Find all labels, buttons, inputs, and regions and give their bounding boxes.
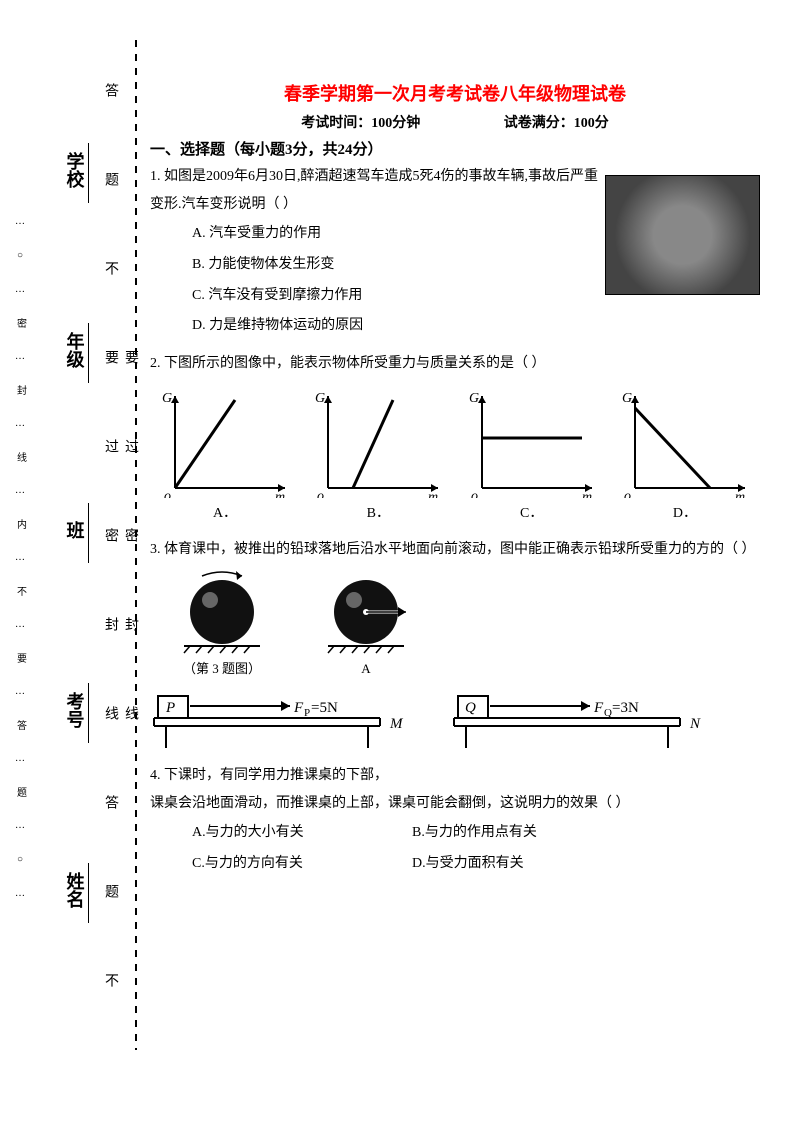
svg-text:Q: Q xyxy=(604,707,612,719)
info-name-label: 姓名 xyxy=(62,872,88,908)
exam-subtitle: 考试时间：100分钟 试卷满分：100分 xyxy=(150,112,760,132)
binding-margin-text: … ○ … 密 … 封 … 线 … 内 … 不 … 要 … 答 … 题 … ○ … xyxy=(15,30,25,1090)
info-examno: 考号 xyxy=(62,677,89,743)
table-p-svg: P FP=5N M xyxy=(150,692,420,752)
svg-text:o: o xyxy=(471,489,478,498)
q2-label-c: C． xyxy=(467,500,597,528)
svg-text:M: M xyxy=(389,716,404,732)
origin-label: o xyxy=(164,489,171,498)
svg-text:=3N: =3N xyxy=(612,700,639,716)
info-line xyxy=(88,683,89,743)
q4-option-c: C.与力的方向有关 xyxy=(192,849,412,880)
student-info-column: 姓名 考号 班 年级 学校 xyxy=(55,80,95,980)
info-grade-label: 年级 xyxy=(62,332,88,368)
question-3: 3. 体育课中，被推出的铅球落地后沿水平地面向前滚动，图中能正确表示铅球所受重力… xyxy=(150,536,760,752)
svg-text:P: P xyxy=(304,707,310,719)
question-4: 4. 下课时，有同学用力推课桌的下部， 课桌会沿地面滑动，而推课桌的上部，课桌可… xyxy=(150,762,760,880)
axis-m-label: m xyxy=(275,490,285,498)
svg-text:m: m xyxy=(735,490,745,498)
graph-c-svg: G m o xyxy=(467,388,597,498)
q2-label-d: D． xyxy=(620,500,750,528)
graph-d-svg: G m o xyxy=(620,388,750,498)
q2-graph-b: G m o B． xyxy=(313,388,443,528)
q3-tables: P FP=5N M Q xyxy=(150,692,760,752)
q3-stem: 3. 体育课中，被推出的铅球落地后沿水平地面向前滚动，图中能正确表示铅球所受重力… xyxy=(150,536,760,564)
info-name: 姓名 xyxy=(62,857,89,923)
q4-options: A.与力的大小有关 B.与力的作用点有关 C.与力的方向有关 D.与受力面积有关 xyxy=(150,818,760,880)
q2-graph-d: G m o D． xyxy=(620,388,750,528)
svg-text:F: F xyxy=(593,700,604,716)
axis-g-label: G xyxy=(162,391,172,406)
exam-content: 春季学期第一次月考考试卷八年级物理试卷 考试时间：100分钟 试卷满分：100分… xyxy=(150,80,760,888)
ball-left-svg xyxy=(180,570,264,654)
svg-text:G: G xyxy=(622,391,632,406)
graph-a-svg: G m o xyxy=(160,388,290,498)
q4-stem-line1: 4. 下课时，有同学用力推课桌的下部， xyxy=(150,762,760,790)
q4-option-b: B.与力的作用点有关 xyxy=(412,818,632,849)
question-2: 2. 下图所示的图像中，能表示物体所受重力与质量关系的是（ ） G m o A． xyxy=(150,350,760,528)
q3-figures: （第 3 题图） A xyxy=(150,570,760,682)
q4-option-a: A.与力的大小有关 xyxy=(192,818,412,849)
svg-text:F: F xyxy=(293,700,304,716)
info-line xyxy=(88,503,89,563)
info-school-label: 学校 xyxy=(62,152,88,188)
q1-stem: 1. 如图是2009年6月30日,醉酒超速驾车造成5死4伤的事故车辆,事故后严重… xyxy=(150,163,760,219)
info-school: 学校 xyxy=(62,137,89,203)
table-q-label: Q xyxy=(465,700,476,716)
info-line xyxy=(88,863,89,923)
ball-a-svg xyxy=(324,570,408,654)
svg-text:o: o xyxy=(624,489,631,498)
q4-option-d: D.与受力面积有关 xyxy=(412,849,632,880)
svg-text:N: N xyxy=(689,716,701,732)
q4-stem-line2: 课桌会沿地面滑动，而推课桌的上部，课桌可能会翻倒，这说明力的效果（ ） xyxy=(150,790,760,818)
table-q-svg: Q FQ=3N N xyxy=(450,692,720,752)
exam-fullscore: 试卷满分：100分 xyxy=(504,116,609,131)
q2-label-a: A． xyxy=(160,500,290,528)
svg-text:G: G xyxy=(469,391,479,406)
q3-label-a: A xyxy=(324,656,408,682)
q2-graph-c: G m o C． xyxy=(467,388,597,528)
seal-dash-line xyxy=(135,40,137,1050)
q2-graphs: G m o A． G m o B． xyxy=(150,388,760,528)
info-grade: 年级 xyxy=(62,317,89,383)
svg-text:m: m xyxy=(582,490,592,498)
q3-ball-a: A xyxy=(324,570,408,682)
svg-text:G: G xyxy=(315,391,325,406)
q2-label-b: B． xyxy=(313,500,443,528)
svg-text:m: m xyxy=(428,490,438,498)
q2-graph-a: G m o A． xyxy=(160,388,290,528)
q3-caption: （第 3 题图） xyxy=(180,656,264,682)
svg-text:=5N: =5N xyxy=(311,700,338,716)
q2-stem: 2. 下图所示的图像中，能表示物体所受重力与质量关系的是（ ） xyxy=(150,350,760,378)
exam-title: 春季学期第一次月考考试卷八年级物理试卷 xyxy=(150,80,760,106)
graph-b-svg: G m o xyxy=(313,388,443,498)
svg-text:o: o xyxy=(317,489,324,498)
q3-ball-left: （第 3 题图） xyxy=(180,570,264,682)
info-examno-label: 考号 xyxy=(62,692,88,728)
info-line xyxy=(88,143,89,203)
q1-option-d: D. 力是维持物体运动的原因 xyxy=(192,311,760,342)
seal-line-text: 答 题 不 要 过 密 封 线 答 题 不 要 过 密 封 线 xyxy=(110,60,130,1040)
info-line xyxy=(88,323,89,383)
question-1: 1. 如图是2009年6月30日,醉酒超速驾车造成5死4伤的事故车辆,事故后严重… xyxy=(150,163,760,342)
table-p-label: P xyxy=(165,700,175,716)
info-class: 班 xyxy=(62,497,89,563)
section-1-header: 一、选择题（每小题3分，共24分） xyxy=(150,138,760,159)
exam-time: 考试时间：100分钟 xyxy=(301,116,420,131)
info-class-label: 班 xyxy=(62,521,88,539)
